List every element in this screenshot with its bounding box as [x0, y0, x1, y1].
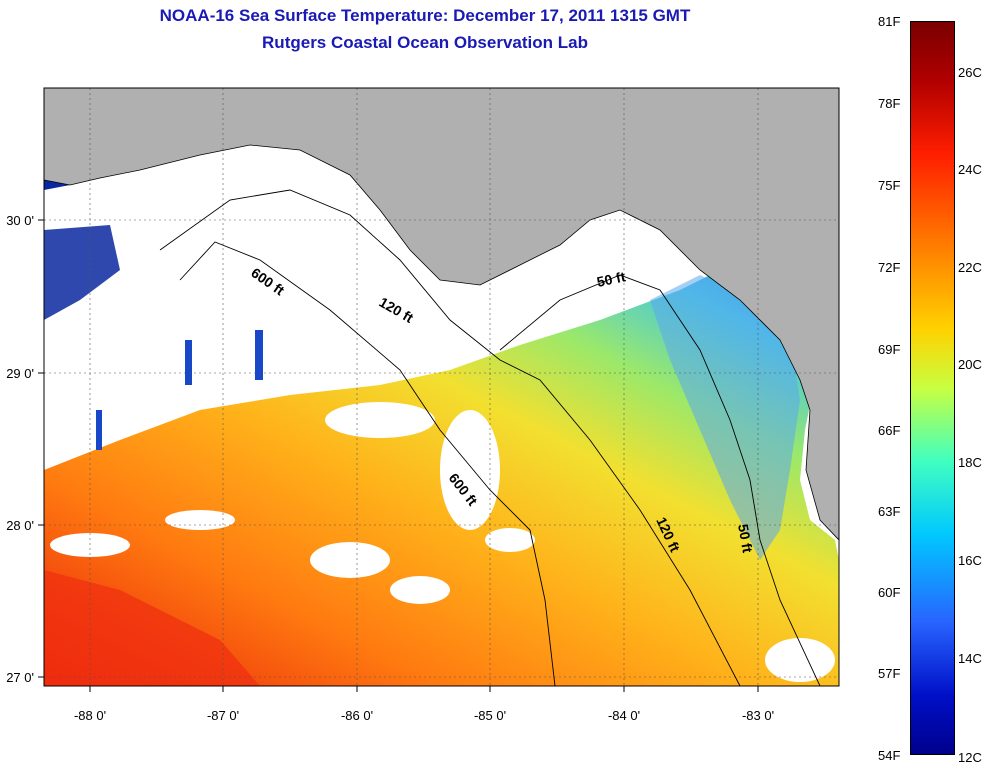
lon-tick-label: -83 0'	[742, 708, 774, 723]
contour-label-50ft-south: 50 ft	[735, 523, 756, 554]
colorbar-c-label: 22C	[958, 260, 982, 275]
colorbar-c-label: 24C	[958, 162, 982, 177]
temperature-colorbar	[910, 21, 955, 755]
colorbar-f-label: 57F	[878, 666, 901, 681]
lat-tick-label: 27 0'	[6, 670, 34, 685]
map-subtitle: Rutgers Coastal Ocean Observation Lab	[262, 33, 588, 52]
map-frame	[43, 87, 840, 687]
lon-tick-label: -87 0'	[207, 708, 239, 723]
map-title: NOAA-16 Sea Surface Temperature: Decembe…	[159, 6, 691, 25]
colorbar-f-label: 66F	[878, 423, 901, 438]
lat-tick-label: 30 0'	[6, 213, 34, 228]
map-plot-area: 600 ft 120 ft 50 ft 600 ft 120 ft 50 ft	[44, 88, 839, 686]
colorbar-c-label: 20C	[958, 357, 982, 372]
colorbar-f-label: 54F	[878, 748, 901, 763]
colorbar-f-label: 60F	[878, 585, 901, 600]
lat-tick-label: 29 0'	[6, 366, 34, 381]
colorbar-f-label: 69F	[878, 342, 901, 357]
depth-contours	[159, 189, 821, 686]
contour-label-50ft: 50 ft	[595, 268, 627, 290]
colorbar-f-label: 78F	[878, 96, 901, 111]
colorbar-f-label: 81F	[878, 14, 901, 29]
lon-tick-label: -88 0'	[74, 708, 106, 723]
colorbar-c-label: 18C	[958, 455, 982, 470]
colorbar-f-label: 72F	[878, 260, 901, 275]
land-area	[44, 88, 839, 541]
lon-tick-label: -84 0'	[608, 708, 640, 723]
tick-marks	[38, 219, 759, 692]
colorbar-f-label: 63F	[878, 504, 901, 519]
colorbar-c-label: 12C	[958, 750, 982, 765]
colorbar-c-label: 26C	[958, 65, 982, 80]
lon-tick-label: -85 0'	[474, 708, 506, 723]
colorbar-f-label: 75F	[878, 178, 901, 193]
colorbar-c-label: 16C	[958, 553, 982, 568]
lat-tick-label: 28 0'	[6, 518, 34, 533]
lon-tick-label: -86 0'	[341, 708, 373, 723]
colorbar-c-label: 14C	[958, 651, 982, 666]
